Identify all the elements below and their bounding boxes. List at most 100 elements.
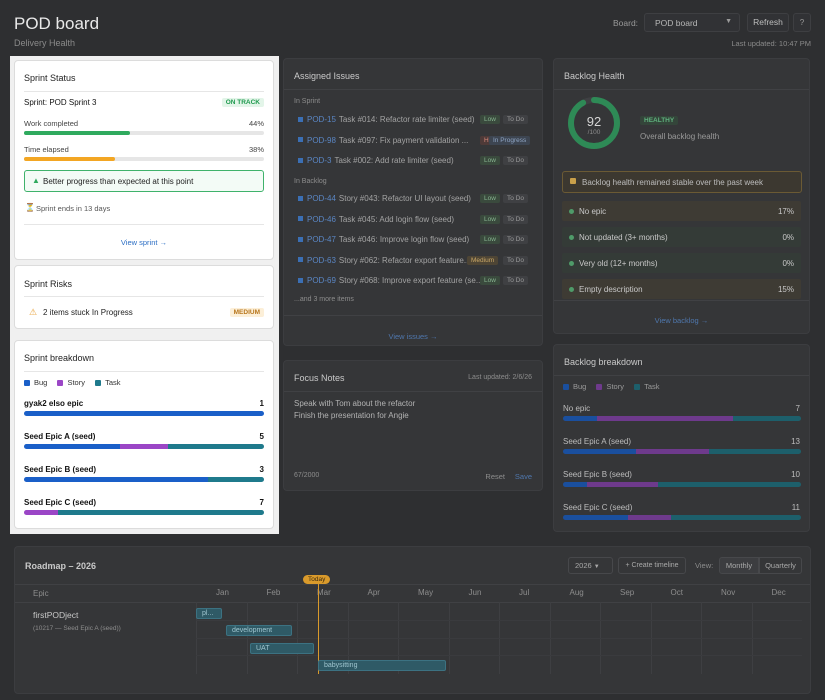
work-completed-label: Work completed bbox=[24, 119, 79, 128]
roadmap-bar-planning[interactable]: pl... bbox=[196, 608, 222, 619]
issue-key[interactable]: POD-46 bbox=[307, 214, 336, 224]
status-dot-icon bbox=[569, 261, 574, 266]
save-button[interactable]: Save bbox=[514, 472, 532, 481]
last-updated: Last updated: 10:47 PM bbox=[731, 39, 811, 48]
breakdown-stacked-bar bbox=[563, 416, 801, 421]
chevron-down-icon: ▼ bbox=[593, 564, 600, 570]
view-monthly-button[interactable]: Monthly bbox=[719, 557, 759, 574]
view-quarterly-button[interactable]: Quarterly bbox=[759, 557, 802, 574]
issue-key[interactable]: POD-47 bbox=[307, 235, 336, 244]
issue-key[interactable]: POD-69 bbox=[307, 276, 336, 285]
status-badge: In Progress bbox=[489, 135, 531, 145]
breakdown-segment-bug bbox=[563, 482, 587, 487]
breakdown-row-count: 1 bbox=[259, 399, 264, 408]
priority-badge: Low bbox=[480, 235, 500, 244]
work-progress-bar bbox=[24, 131, 264, 135]
board-select[interactable]: POD board ▼ bbox=[644, 13, 740, 32]
focus-note-line: Finish the presentation for Angie bbox=[294, 411, 409, 420]
status-dot-icon bbox=[569, 287, 574, 292]
priority-badge: Low bbox=[480, 276, 500, 285]
issue-title: Task #002: Add rate limiter (seed) bbox=[334, 156, 454, 165]
priority-badge: Medium bbox=[467, 255, 499, 265]
roadmap-month-label: Dec bbox=[771, 588, 786, 597]
focus-notes-textarea[interactable]: Speak with Tom about the refactor Finish… bbox=[294, 398, 534, 468]
sprint-risks-card: Sprint Risks ⚠ 2 items stuck In Progress… bbox=[14, 265, 274, 329]
issue-key[interactable]: POD-63 bbox=[307, 255, 336, 265]
view-sprint-link[interactable]: View sprint → bbox=[120, 238, 168, 247]
breakdown-segment-bug bbox=[563, 449, 637, 454]
issue-key[interactable]: POD-15 bbox=[307, 115, 336, 124]
breakdown-segment-task bbox=[709, 449, 801, 454]
roadmap-bar-development[interactable]: development bbox=[226, 625, 292, 636]
epic-name[interactable]: firstPODject bbox=[33, 610, 79, 620]
health-metric-value: 0% bbox=[782, 233, 794, 242]
issue-key[interactable]: POD-3 bbox=[307, 156, 332, 165]
progress-alert-text: Better progress than expected at this po… bbox=[43, 177, 194, 186]
roadmap-row-divider bbox=[196, 638, 802, 639]
issue-row[interactable]: POD-47 Task #046: Improve login flow (see… bbox=[298, 235, 530, 244]
view-label: View: bbox=[695, 561, 714, 570]
in-backlog-label: In Backlog bbox=[294, 178, 327, 185]
status-badge: To Do bbox=[503, 156, 528, 165]
issue-row[interactable]: POD-63 Story #062: Refactor export featur… bbox=[298, 256, 530, 265]
breakdown-row-label: Seed Epic A (seed) bbox=[24, 432, 96, 441]
chevron-down-icon: ▼ bbox=[725, 18, 732, 25]
issue-key[interactable]: POD-98 bbox=[307, 135, 336, 145]
roadmap-month-label: Sep bbox=[620, 588, 635, 597]
issue-key[interactable]: POD-44 bbox=[307, 194, 336, 203]
breakdown-segment-story bbox=[627, 515, 672, 520]
roadmap-month-label: Mar bbox=[317, 588, 331, 597]
breakdown-row-label: gyak2 elso epic bbox=[24, 399, 84, 408]
chart-icon bbox=[570, 178, 576, 184]
legend-story: Story bbox=[596, 382, 624, 391]
roadmap-bar-babysitting[interactable]: babysitting bbox=[318, 660, 446, 671]
sprint-ends: Sprint ends in 13 days bbox=[36, 204, 111, 213]
issue-type-icon bbox=[298, 236, 303, 242]
char-count: 67/2000 bbox=[294, 472, 320, 479]
roadmap-month-label: Oct bbox=[670, 588, 683, 597]
status-badge: To Do bbox=[503, 194, 528, 203]
reset-button[interactable]: Reset bbox=[485, 472, 505, 481]
create-timeline-button[interactable]: + Create timeline bbox=[618, 557, 686, 574]
breakdown-stacked-bar bbox=[563, 482, 801, 487]
breakdown-segment-task bbox=[671, 515, 801, 520]
status-dot-icon bbox=[569, 235, 574, 240]
issue-row[interactable]: POD-3 Task #002: Add rate limiter (seed) bbox=[298, 156, 530, 165]
roadmap-title: Roadmap – 2026 bbox=[25, 561, 97, 571]
issue-title: Story #043: Refactor UI layout (seed) bbox=[338, 194, 471, 203]
status-badge: To Do bbox=[503, 255, 528, 265]
epic-subtitle: (10217 — Seed Epic A (seed)) bbox=[33, 625, 121, 632]
breakdown-row-label: Seed Epic C (seed) bbox=[563, 503, 633, 512]
year-select[interactable]: 2026 ▼ bbox=[568, 557, 613, 574]
issue-row[interactable]: POD-46 Task #045: Add login flow (seed) bbox=[298, 215, 530, 224]
issue-row[interactable]: POD-44 Story #043: Refactor UI layout (se… bbox=[298, 194, 530, 203]
status-badge: To Do bbox=[503, 276, 528, 285]
board-select-value: POD board bbox=[655, 18, 698, 28]
sprint-breakdown-title: Sprint breakdown bbox=[24, 353, 95, 363]
issue-row[interactable]: POD-15 Task #014: Refactor rate limiter (… bbox=[298, 115, 530, 124]
roadmap-row-divider bbox=[196, 620, 802, 621]
issue-row[interactable]: POD-98 Task #097: Fix payment validation … bbox=[298, 136, 530, 145]
issue-row[interactable]: POD-69 Story #068: Improve export feature… bbox=[298, 276, 530, 285]
risk-badge: MEDIUM bbox=[229, 308, 264, 317]
breakdown-stacked-bar bbox=[24, 444, 264, 449]
breakdown-stacked-bar bbox=[563, 449, 801, 454]
health-metric-row: Not updated (3+ months) 0% bbox=[562, 227, 801, 247]
breakdown-stacked-bar bbox=[563, 515, 801, 520]
view-issues-link[interactable]: View issues → bbox=[388, 332, 438, 341]
breakdown-row-count: 5 bbox=[259, 432, 264, 441]
in-sprint-label: In Sprint bbox=[294, 98, 321, 105]
roadmap-month-label: Apr bbox=[367, 588, 380, 597]
breakdown-row-count: 7 bbox=[259, 498, 264, 507]
risk-item: 2 items stuck In Progress bbox=[43, 308, 133, 317]
time-elapsed-value: 38% bbox=[248, 145, 264, 154]
health-metric-row: Empty description 15% bbox=[562, 279, 801, 299]
help-button[interactable]: ? bbox=[793, 13, 811, 32]
refresh-button[interactable]: Refresh bbox=[747, 13, 789, 32]
breakdown-segment-story bbox=[597, 416, 733, 421]
roadmap-bar-uat[interactable]: UAT bbox=[250, 643, 314, 654]
view-backlog-link[interactable]: View backlog → bbox=[654, 316, 709, 325]
year-select-value: 2026 bbox=[575, 561, 592, 570]
breakdown-segment-bug bbox=[24, 477, 208, 482]
breakdown-segment-task bbox=[208, 477, 264, 482]
